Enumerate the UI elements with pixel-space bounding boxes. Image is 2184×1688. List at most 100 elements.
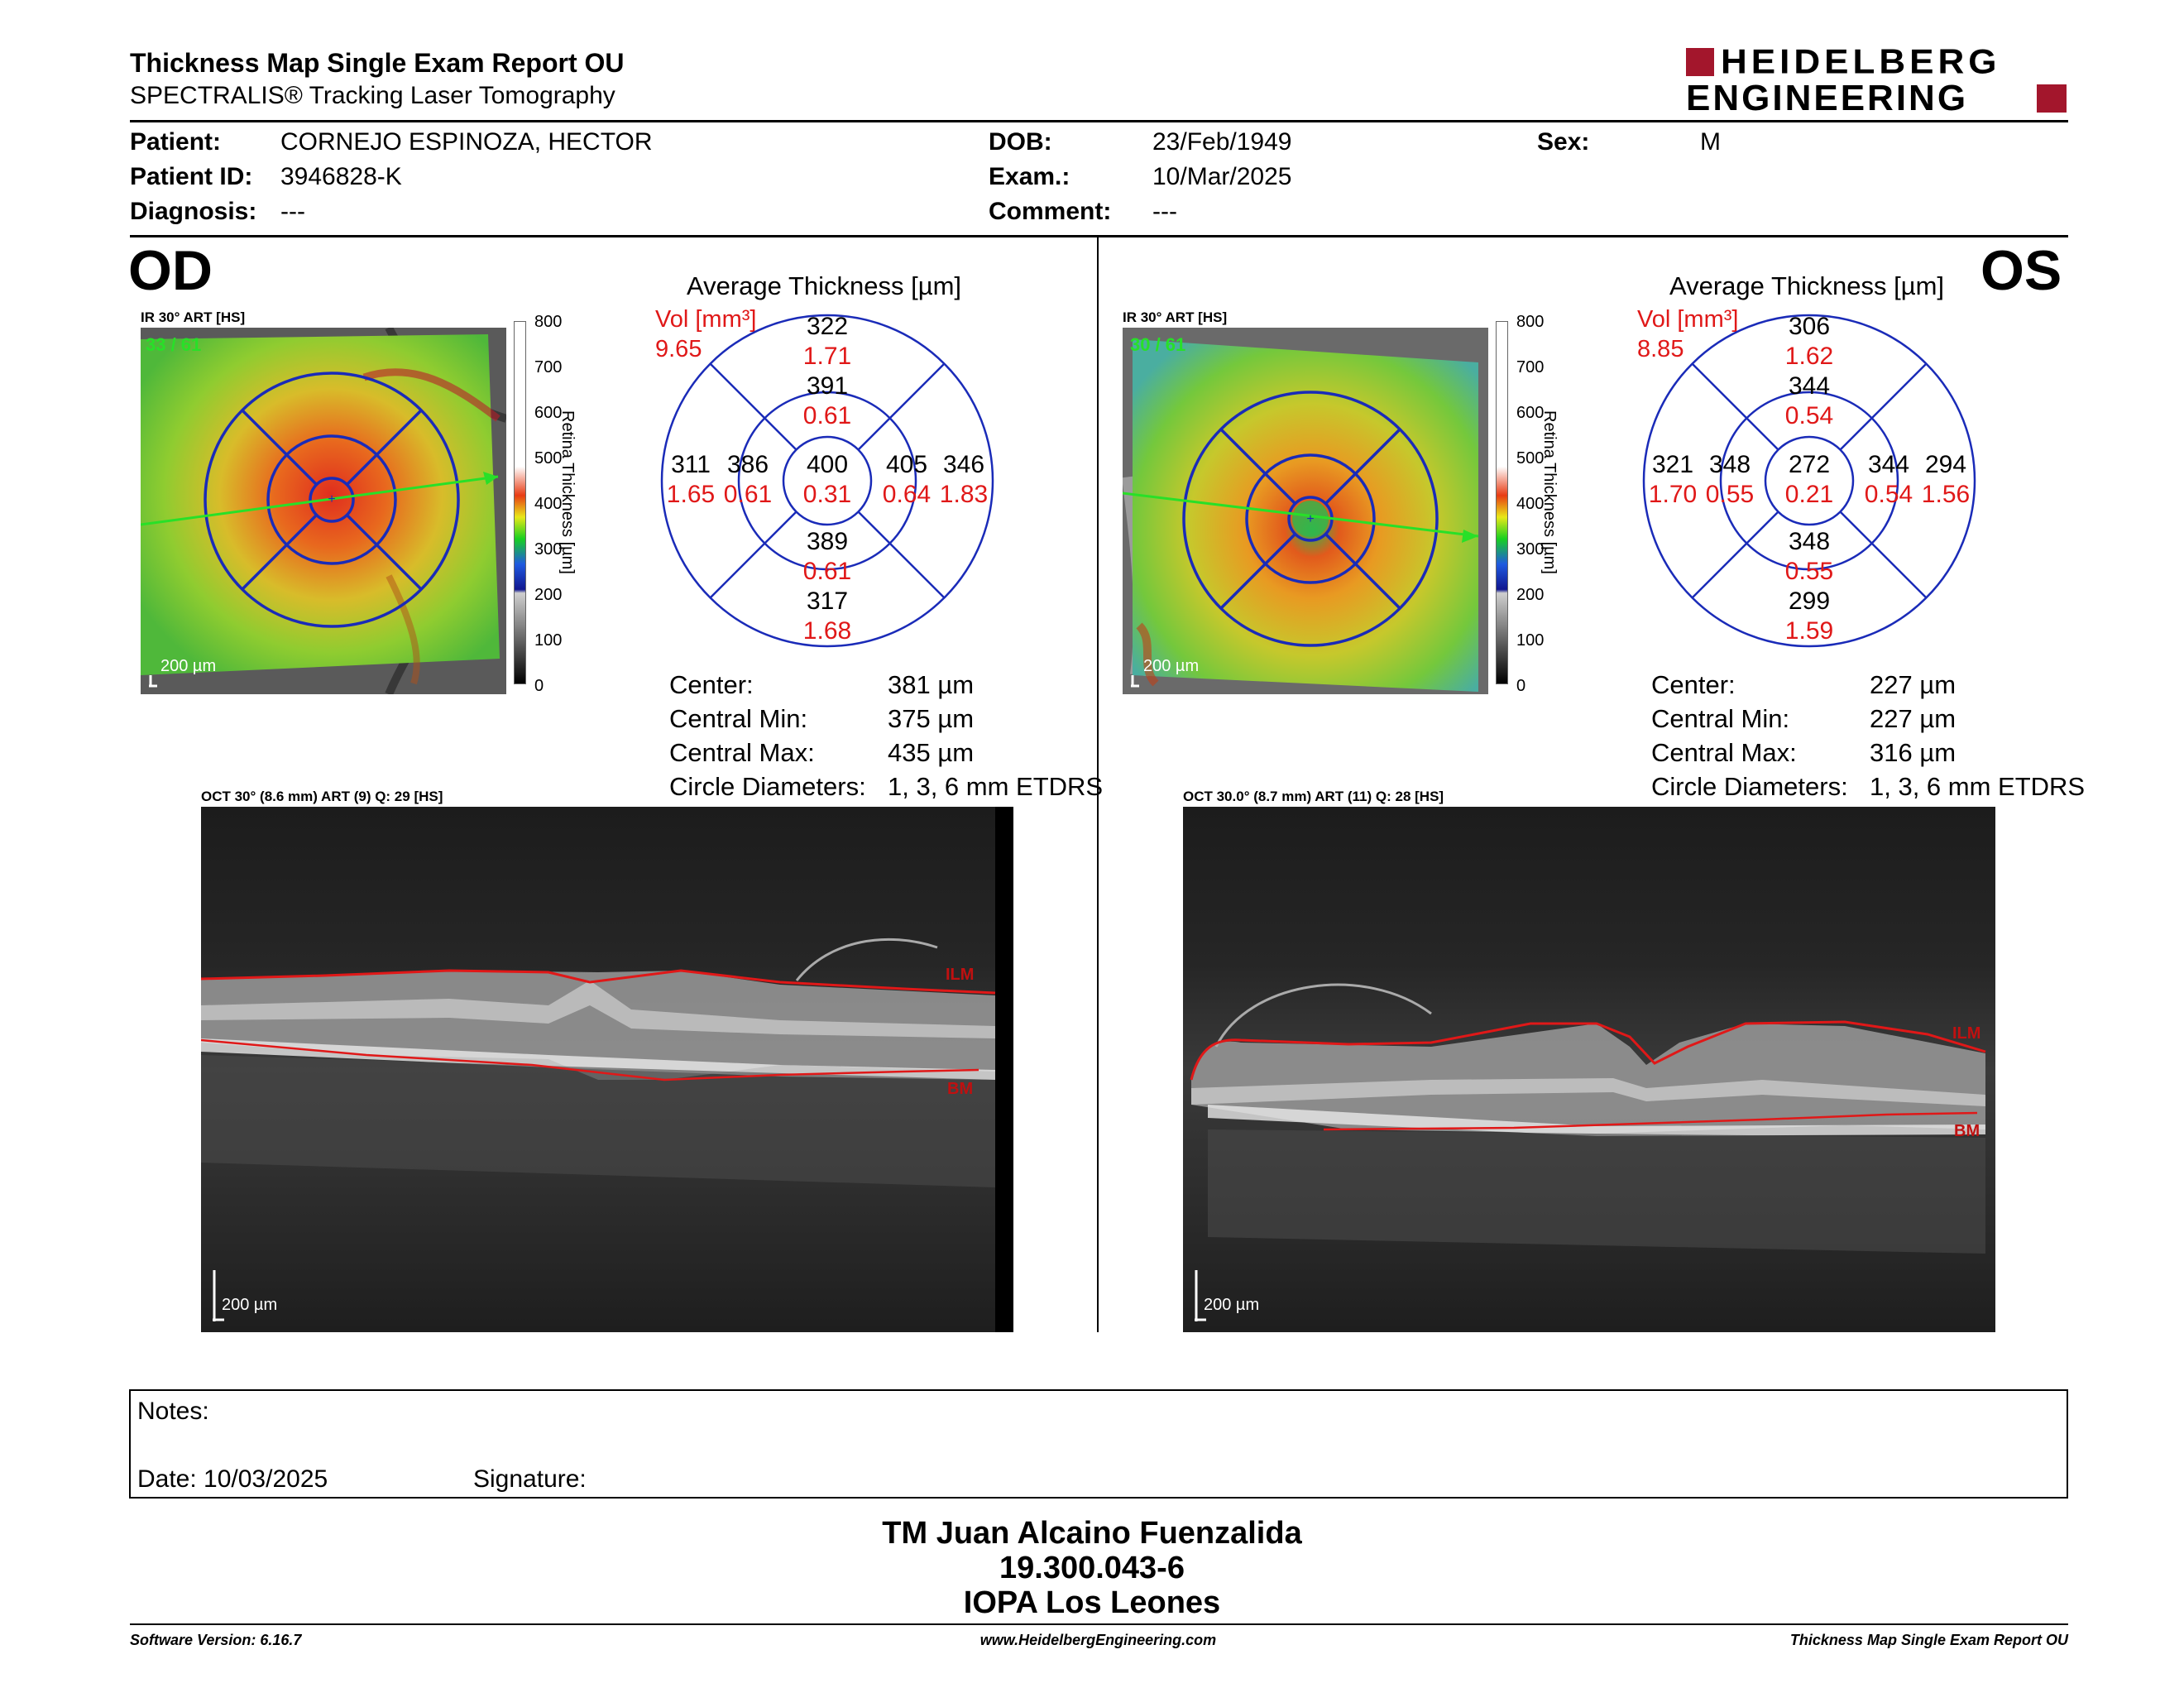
od-cmax-value: 435 µm	[888, 738, 975, 767]
od-colorbar-ticks: 800 700 600 500 400 300 200 100 0	[526, 313, 563, 695]
os-colorbar-ticks: 800 700 600 500 400 300 200 100 0	[1508, 313, 1545, 695]
diagnosis-label: Diagnosis:	[130, 198, 257, 225]
od-colorbar	[514, 321, 526, 684]
signer-id: 19.300.043-6	[999, 1551, 1185, 1585]
od-diam-value: 1, 3, 6 mm ETDRS	[888, 772, 1104, 801]
os-inner-bottom-vol: 0.55	[1784, 558, 1834, 585]
od-outer-bottom: 317	[806, 587, 849, 615]
os-ir-caption: IR 30° ART [HS]	[1123, 309, 1228, 325]
od-etdrs-grid	[660, 314, 994, 648]
os-cmin-label: Central Min:	[1651, 704, 1790, 733]
os-vol-label: Vol [mm³]	[1637, 306, 1739, 333]
os-colorbar	[1496, 321, 1508, 684]
svg-text:+: +	[328, 492, 335, 506]
website-link[interactable]: www.HeidelbergEngineering.com	[979, 1632, 1217, 1648]
exam-value: 10/Mar/2025	[1152, 163, 1292, 190]
os-center-label: Center:	[1651, 670, 1736, 699]
od-inner-right: 405	[885, 451, 928, 478]
os-inner-right: 344	[1867, 451, 1910, 478]
od-oct-scale: 200 µm	[222, 1296, 278, 1314]
os-diam-label: Circle Diameters:	[1651, 772, 1848, 801]
os-cmin-value: 227 µm	[1870, 704, 1956, 733]
os-outer-right-vol: 1.56	[1921, 481, 1971, 508]
os-cbar-tick: 100	[1516, 631, 1545, 650]
os-outer-right: 294	[1924, 451, 1967, 478]
od-outer-bottom-vol: 1.68	[802, 617, 852, 645]
os-inner-top-vol: 0.54	[1784, 402, 1834, 429]
od-outer-top: 322	[806, 313, 849, 340]
od-cbar-tick: 0	[534, 677, 544, 695]
os-ir-counter: 30 / 61	[1130, 334, 1186, 355]
os-inner-right-vol: 0.54	[1864, 481, 1913, 508]
od-center-vol: 0.31	[802, 481, 852, 508]
os-cmax-label: Central Max:	[1651, 738, 1797, 767]
od-inner-top-vol: 0.61	[802, 402, 852, 429]
logo-square-top	[1686, 48, 1714, 76]
exam-label: Exam.:	[989, 163, 1070, 190]
os-etdrs-grid	[1642, 314, 1976, 648]
od-cmin-label: Central Min:	[669, 704, 808, 733]
diagnosis-value: ---	[280, 198, 305, 225]
os-cbar-tick: 600	[1516, 404, 1545, 422]
od-cmax-label: Central Max:	[669, 738, 815, 767]
os-oct-scale: 200 µm	[1204, 1296, 1260, 1314]
od-ir-counter: 33 / 61	[146, 334, 202, 355]
os-cbar-tick: 800	[1516, 313, 1545, 331]
od-oct-caption: OCT 30° (8.6 mm) ART (9) Q: 29 [HS]	[201, 789, 443, 804]
od-cbar-tick: 300	[534, 540, 563, 559]
od-inner-bottom: 389	[806, 528, 849, 555]
os-bm-label: BM	[1954, 1122, 1980, 1140]
od-outer-right-vol: 1.83	[939, 481, 989, 508]
dob-label: DOB:	[989, 128, 1052, 156]
sex-label: Sex:	[1537, 128, 1590, 156]
od-cbar-tick: 200	[534, 586, 563, 604]
os-cbar-tick: 0	[1516, 677, 1526, 695]
os-colorbar-label: Retina Thickness [µm]	[1540, 410, 1559, 574]
signer-institution: IOPA Los Leones	[963, 1585, 1221, 1620]
od-thickness-map: +	[141, 328, 506, 694]
os-label: OS	[1980, 239, 2062, 302]
od-cbar-tick: 100	[534, 631, 563, 650]
dob-value: 23/Feb/1949	[1152, 128, 1292, 156]
od-cmin-value: 375 µm	[888, 704, 975, 733]
sex-value: M	[1700, 128, 1721, 156]
os-center-value: 227 µm	[1870, 670, 1956, 699]
logo-line-2: ENGINEERING	[1686, 78, 1969, 118]
od-ir-caption: IR 30° ART [HS]	[141, 309, 246, 325]
os-cbar-tick: 400	[1516, 495, 1545, 513]
os-outer-top-vol: 1.62	[1784, 343, 1834, 370]
patient-divider	[130, 235, 2068, 237]
od-diam-label: Circle Diameters:	[669, 772, 866, 801]
os-inner-bottom: 348	[1788, 528, 1831, 555]
od-vol-label: Vol [mm³]	[655, 306, 757, 333]
os-inner-top: 344	[1788, 372, 1831, 400]
svg-text:+: +	[1306, 512, 1314, 526]
os-inner-left-vol: 0.55	[1705, 481, 1755, 508]
report-subtitle: SPECTRALIS® Tracking Laser Tomography	[130, 82, 615, 109]
od-cbar-tick: 400	[534, 495, 563, 513]
notes-box[interactable]: Notes: Date: 10/03/2025 Signature:	[129, 1389, 2068, 1499]
os-ir-scale: 200 µm	[1143, 657, 1200, 675]
od-inner-top: 391	[806, 372, 849, 400]
od-cbar-tick: 800	[534, 313, 563, 331]
od-avg-title: Average Thickness [µm]	[687, 271, 962, 300]
od-inner-left: 386	[726, 451, 769, 478]
os-ilm-label: ILM	[1952, 1024, 1981, 1043]
comment-value: ---	[1152, 198, 1177, 225]
os-outer-bottom-vol: 1.59	[1784, 617, 1834, 645]
od-inner-right-vol: 0.64	[882, 481, 932, 508]
od-cbar-tick: 600	[534, 404, 563, 422]
od-outer-left: 311	[671, 451, 711, 478]
signature-label: Signature:	[473, 1465, 587, 1493]
patient-name: CORNEJO ESPINOZA, HECTOR	[280, 128, 653, 156]
os-cbar-tick: 500	[1516, 449, 1545, 468]
eye-divider	[1097, 237, 1099, 1332]
os-vol-total: 8.85	[1637, 336, 1684, 362]
logo-square-bottom	[2037, 84, 2067, 113]
notes-date: Date: 10/03/2025	[137, 1465, 328, 1493]
comment-label: Comment:	[989, 198, 1112, 225]
od-label: OD	[128, 239, 213, 302]
software-version: Software Version: 6.16.7	[130, 1632, 302, 1648]
os-inner-left: 348	[1708, 451, 1751, 478]
os-outer-bottom: 299	[1788, 587, 1831, 615]
